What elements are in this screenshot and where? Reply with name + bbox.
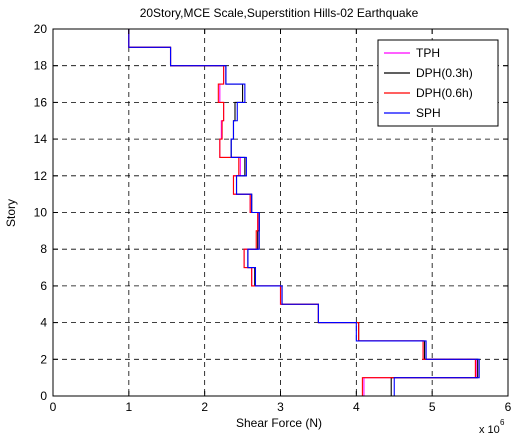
x-tick-label: 2 — [201, 400, 208, 414]
chart-title: 20Story,MCE Scale,Superstition Hills-02 … — [140, 6, 419, 20]
y-tick-label: 8 — [40, 242, 47, 256]
x-multiplier-label: x 10 — [479, 424, 500, 436]
legend-entry: TPH — [416, 46, 440, 60]
x-multiplier-exponent: 6 — [500, 418, 505, 427]
y-tick-label: 20 — [34, 22, 48, 36]
y-tick-label: 2 — [40, 352, 47, 366]
y-tick-label: 14 — [34, 132, 48, 146]
x-tick-label: 1 — [125, 400, 132, 414]
y-tick-label: 6 — [40, 279, 47, 293]
legend-entry: SPH — [416, 106, 441, 120]
x-tick-label: 3 — [277, 400, 284, 414]
y-tick-label: 16 — [34, 95, 48, 109]
x-tick-label: 4 — [353, 400, 360, 414]
legend-box — [377, 39, 499, 127]
series-group — [128, 29, 480, 396]
series-line-4 — [128, 29, 480, 396]
y-tick-label: 18 — [34, 59, 48, 73]
x-tick-label: 5 — [429, 400, 436, 414]
y-tick-label: 10 — [34, 206, 48, 220]
x-tick-label: 6 — [505, 400, 512, 414]
legend: TPH DPH(0.3h) DPH(0.6h) SPH — [377, 39, 499, 127]
y-tick-label: 4 — [40, 316, 47, 330]
y-tick-label: 12 — [34, 169, 48, 183]
legend-entry: DPH(0.6h) — [416, 86, 473, 100]
y-tick-label: 0 — [40, 389, 47, 403]
x-axis-label: Shear Force (N) — [236, 416, 322, 430]
legend-entry: DPH(0.3h) — [416, 66, 473, 80]
x-tick-label: 0 — [50, 400, 57, 414]
y-axis-label: Story — [4, 199, 18, 227]
